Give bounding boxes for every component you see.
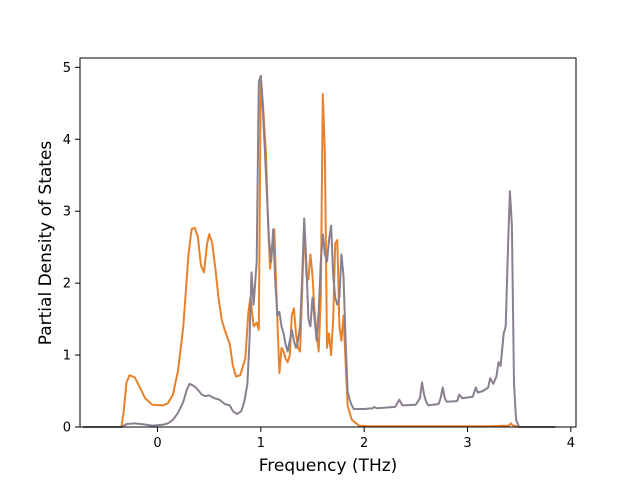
x-tick-label: 0 bbox=[153, 436, 161, 451]
series-line-1 bbox=[83, 75, 556, 428]
x-tick-label: 4 bbox=[567, 436, 575, 451]
y-tick-label: 5 bbox=[63, 61, 71, 76]
x-axis-label: Frequency (THz) bbox=[259, 456, 398, 476]
y-tick-label: 0 bbox=[63, 421, 71, 436]
y-axis-label: Partial Density of States bbox=[36, 141, 56, 346]
y-tick-label: 1 bbox=[63, 349, 71, 364]
series-line-2 bbox=[83, 75, 556, 428]
x-tick-label: 2 bbox=[360, 436, 368, 451]
y-tick-label: 3 bbox=[63, 205, 71, 220]
y-tick-label: 2 bbox=[63, 277, 71, 292]
plot-frame bbox=[79, 57, 577, 428]
axis-ticks: 0 1 2 3 4 0 1 2 3 4 5 bbox=[63, 61, 575, 451]
x-tick-label: 3 bbox=[463, 436, 471, 451]
series-lines bbox=[83, 75, 556, 428]
x-tick-label: 1 bbox=[257, 436, 265, 451]
y-tick-label: 4 bbox=[63, 133, 71, 148]
